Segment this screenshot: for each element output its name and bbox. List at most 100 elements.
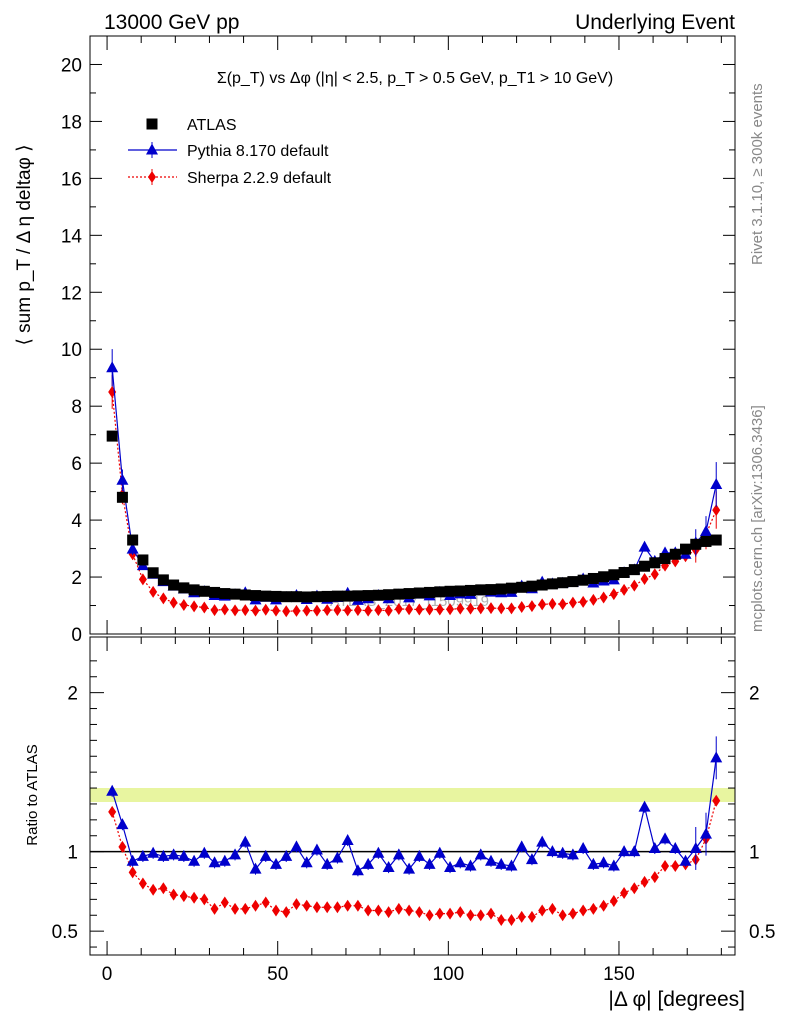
y-tick-label: 20 (61, 55, 82, 76)
data-point (290, 591, 302, 603)
ratio-point (527, 910, 536, 923)
ratio-point (179, 890, 188, 903)
ratio-point (108, 805, 117, 818)
data-point (209, 586, 221, 598)
ratio-point (208, 856, 221, 868)
data-point (434, 586, 446, 598)
ratio-point (188, 854, 201, 866)
data-point (384, 604, 393, 617)
data-point (538, 598, 547, 611)
mcplots-label: mcplots.cern.ch [arXiv:1306.3436] (749, 405, 766, 632)
data-point (618, 566, 630, 578)
data-point (710, 478, 723, 489)
x-tick-label: 0 (102, 964, 113, 985)
ratio-point (699, 827, 712, 839)
ratio-point (558, 909, 567, 922)
series-square (106, 430, 722, 603)
data-point (292, 604, 301, 617)
legend-marker (148, 171, 156, 183)
data-point (649, 557, 661, 569)
y-tick-label: 8 (71, 397, 82, 418)
data-point (548, 597, 557, 610)
ratio-point (106, 784, 119, 796)
ratio-point (282, 906, 291, 919)
ratio-point (446, 907, 455, 920)
data-point (323, 604, 332, 617)
ratio-point (323, 901, 332, 914)
data-point (138, 573, 147, 586)
y-tick-label: 18 (61, 112, 82, 133)
data-point (280, 591, 292, 603)
data-point (169, 596, 178, 609)
data-point (587, 572, 599, 584)
ratio-point (609, 894, 618, 907)
data-point (628, 564, 640, 576)
data-point (517, 600, 526, 613)
ratio-point (415, 906, 424, 919)
ratio-point (269, 857, 282, 869)
data-point (466, 602, 475, 615)
data-point (188, 584, 200, 596)
plot-title: Σ(p_T) vs Δφ (|η| < 2.5, p_T > 0.5 GeV, … (217, 70, 613, 87)
ratio-point (177, 849, 190, 861)
ratio-point (425, 909, 434, 922)
ratio-point (466, 909, 475, 922)
legend-marker (146, 118, 158, 130)
data-point (608, 569, 620, 581)
ratio-point (464, 859, 477, 871)
ratio-point (341, 834, 354, 846)
ratio-point (679, 854, 692, 866)
data-point (179, 598, 188, 611)
ratio-point (149, 883, 158, 896)
data-point (598, 571, 610, 583)
ratio-point (372, 846, 385, 858)
data-point (620, 583, 629, 596)
ratio-point (159, 882, 168, 895)
ratio-point (435, 907, 444, 920)
data-point (302, 604, 311, 617)
y-axis-label-top: ⟨ sum p_T / Δ η deltaφ ⟩ (14, 144, 35, 345)
ratio-point (568, 907, 577, 920)
ratio-point (157, 849, 170, 861)
ratio-point (239, 835, 252, 847)
ratio-point (495, 857, 508, 869)
ratio-point (628, 845, 641, 857)
data-point (669, 548, 681, 560)
data-point (251, 604, 260, 617)
data-point (312, 604, 321, 617)
data-point (333, 604, 342, 617)
data-point (157, 574, 169, 586)
ratio-point (382, 861, 395, 873)
data-point (557, 577, 569, 589)
ratio-point (433, 846, 446, 858)
data-point (568, 596, 577, 609)
data-point (127, 534, 139, 546)
ratio-point (167, 848, 180, 860)
legend-marker (146, 143, 158, 155)
ratio-series-diamond (108, 794, 721, 927)
data-point (116, 491, 128, 503)
ratio-point (364, 904, 373, 917)
y-tick-label: 14 (61, 226, 83, 247)
data-point (116, 473, 129, 485)
y-tick-label: 0.5 (52, 922, 78, 943)
data-point (178, 582, 190, 594)
ratio-point (394, 902, 403, 915)
ratio-point (659, 832, 672, 844)
data-point (149, 585, 158, 598)
ratio-point (251, 899, 260, 912)
data-point (579, 595, 588, 608)
ratio-point (556, 846, 569, 858)
legend-label: ATLAS (187, 117, 237, 134)
ratio-point (566, 848, 579, 860)
data-point (505, 582, 517, 594)
ratio-band (90, 788, 735, 802)
data-point (690, 538, 702, 550)
data-point (710, 534, 722, 546)
data-point (567, 576, 579, 588)
data-point (282, 605, 291, 618)
ratio-point (423, 857, 436, 869)
data-point (372, 589, 384, 601)
ratio-point (351, 864, 364, 876)
